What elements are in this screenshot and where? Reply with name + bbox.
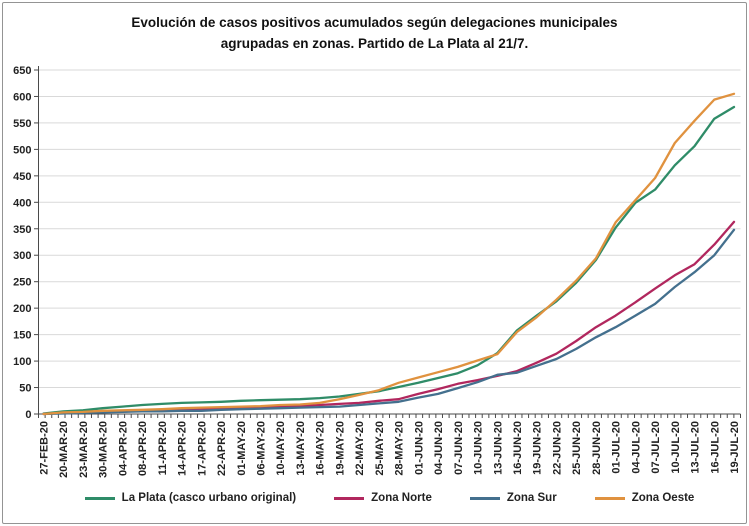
legend-label-zona-norte: Zona Norte [371,492,432,504]
y-tick-label: 50 [19,383,31,395]
x-tick-label: 28-MAY-20 [394,421,406,476]
y-tick-label: 150 [13,330,31,342]
chart-title-line-2: agrupadas en zonas. Partido de La Plata … [220,36,529,51]
y-tick-label: 350 [13,224,31,236]
x-tick-label: 13-JUL-20 [690,421,702,474]
y-tick-label: 300 [13,250,31,262]
legend-item-zona-norte: Zona Norte [334,492,432,504]
x-tick-label: 10-JUL-20 [670,421,682,474]
x-tick-label: 16-JUL-20 [709,421,721,474]
x-tick-label: 07-JUN-20 [453,421,465,475]
x-tick-label: 01-JUN-20 [413,421,425,475]
y-tick-label: 550 [13,118,31,130]
legend-label-zona-oeste: Zona Oeste [631,492,695,504]
legend: La Plata (casco urbano original) Zona No… [38,492,741,504]
legend-swatch-la-plata [84,496,115,500]
y-tick-label: 100 [13,356,31,368]
legend-item-la-plata: La Plata (casco urbano original) [84,492,297,504]
chart-title: Evolución de casos positivos acumulados … [0,12,749,54]
y-tick-label: 600 [13,91,31,103]
x-tick-label: 08-APR-20 [137,421,149,476]
x-tick-label: 19-JUL-20 [729,421,741,474]
legend-label-zona-sur: Zona Sur [506,492,557,504]
y-tick-label: 0 [25,409,31,421]
y-tick-label: 500 [13,144,31,156]
x-tick-label: 20-MAR-20 [58,421,70,478]
x-tick-label: 16-JUN-20 [512,421,524,475]
legend-swatch-zona-sur [469,496,500,500]
y-tick-label: 400 [13,197,31,209]
x-tick-label: 30-MAR-20 [98,421,110,478]
y-tick-label: 450 [13,171,31,183]
legend-label-la-plata: La Plata (casco urbano original) [121,492,297,504]
legend-item-zona-sur: Zona Sur [469,492,557,504]
legend-swatch-zona-norte [334,496,365,500]
x-tick-label: 10-MAY-20 [275,421,287,476]
x-tick-label: 14-APR-20 [177,421,189,476]
x-tick-label: 13-MAY-20 [295,421,307,476]
series-line-la-plata-casco-urbano-original [42,105,736,415]
x-tick-label: 11-APR-20 [157,421,169,475]
x-tick-label: 10-JUN-20 [473,421,485,475]
x-tick-label: 01-JUL-20 [611,421,623,474]
x-tick-label: 22-MAY-20 [354,421,366,476]
x-tick-label: 25-JUN-20 [571,421,583,475]
series-line-zona-oeste [42,92,736,416]
x-tick-label: 16-MAY-20 [315,421,327,476]
x-tick-label: 01-MAY-20 [236,421,248,476]
x-tick-label: 04-JUN-20 [433,421,445,475]
x-tick-label: 25-MAY-20 [374,421,386,476]
y-tick-label: 250 [13,277,31,289]
x-tick-label: 28-JUN-20 [591,421,603,475]
y-tick-label: 650 [13,65,31,77]
y-tick-label: 200 [13,303,31,315]
x-tick-label: 13-JUN-20 [492,421,504,475]
x-tick-label: 19-MAY-20 [334,421,346,476]
x-tick-label: 22-JUN-20 [551,421,563,475]
legend-item-zona-oeste: Zona Oeste [594,492,695,504]
x-tick-label: 19-JUN-20 [532,421,544,475]
x-tick-label: 23-MAR-20 [78,421,90,478]
legend-swatch-zona-oeste [594,496,625,500]
x-tick-label: 04-APR-20 [117,421,129,476]
x-tick-label: 06-MAY-20 [256,421,268,476]
x-tick-label: 07-JUL-20 [650,421,662,474]
x-tick-label: 22-APR-20 [216,421,228,476]
chart-title-line-1: Evolución de casos positivos acumulados … [131,15,618,30]
x-tick-label: 27-FEB-20 [39,421,51,475]
series-line-zona-sur [42,228,736,416]
x-tick-label: 04-JUL-20 [630,421,642,474]
x-tick-label: 17-APR-20 [196,421,208,476]
